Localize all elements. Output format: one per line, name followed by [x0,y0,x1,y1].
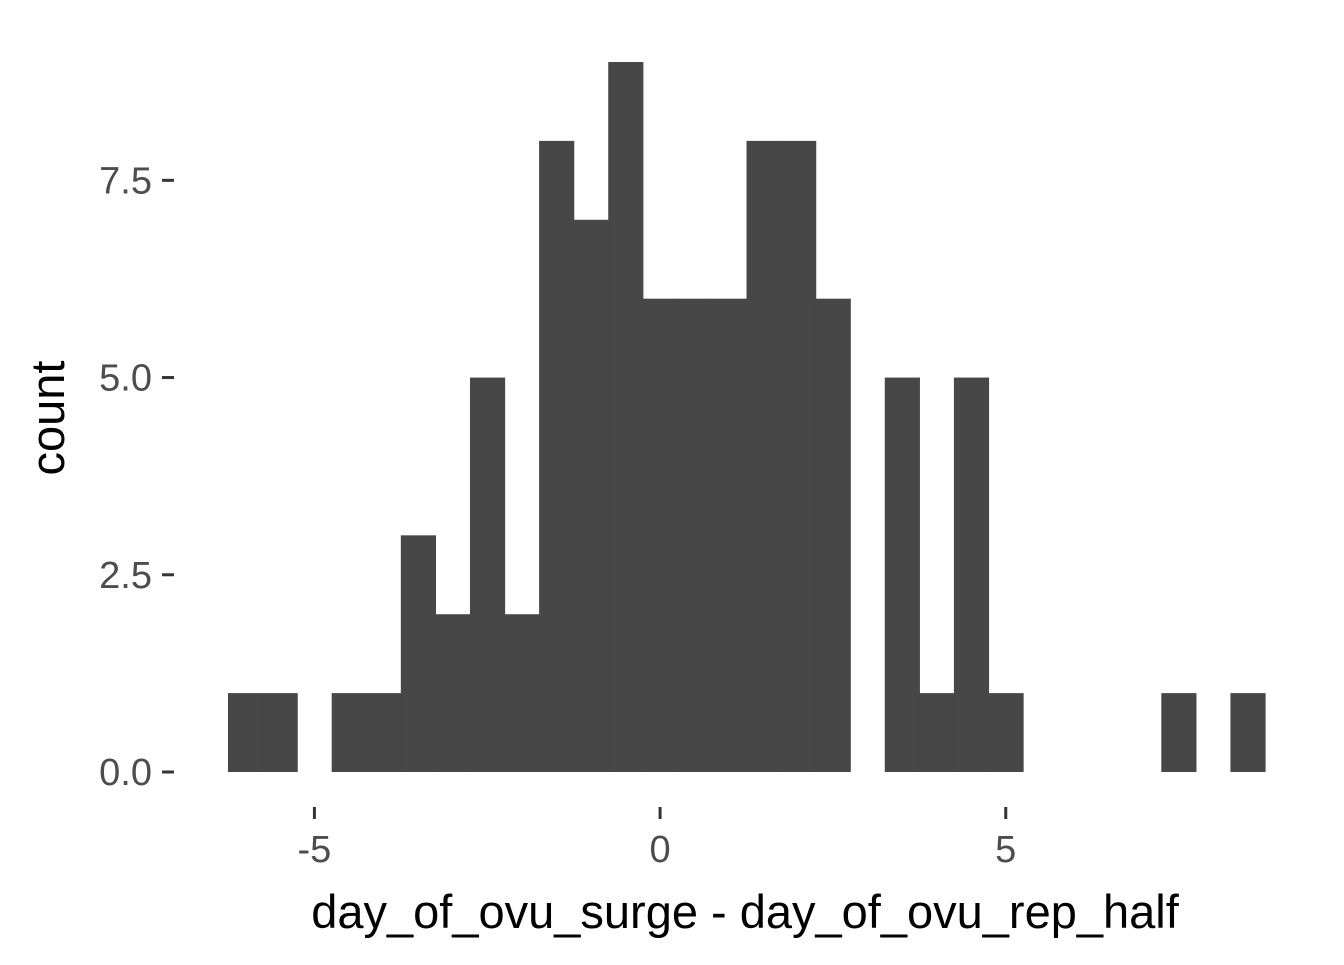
histogram-bar [884,377,920,772]
x-tick-label: 5 [995,829,1016,871]
histogram-bar [815,298,851,772]
y-axis: 0.0 2.5 5.0 7.5 [99,160,174,794]
x-axis: -5 0 5 [298,807,1016,871]
histogram-bar [677,298,713,772]
histogram-bar [1161,693,1197,772]
histogram-bar [262,693,298,772]
y-tick-label: 7.5 [99,160,152,202]
histogram-bar [919,693,955,772]
histogram-bar [469,377,506,772]
histogram-bar [400,535,436,772]
histogram-bar [746,140,782,772]
y-tick-label: 5.0 [99,358,152,400]
histogram-bar [331,693,367,772]
x-tick-label: 0 [650,829,671,871]
y-tick-label: 2.5 [99,555,152,597]
bars-layer [228,62,1266,772]
histogram-bar [366,693,402,772]
x-axis-title: day_of_ovu_surge - day_of_ovu_rep_half [311,885,1179,938]
y-tick-label: 0.0 [99,752,152,794]
histogram-bar [781,140,817,772]
y-axis-title: count [21,361,74,476]
histogram-bar [435,614,471,772]
histogram-bar [711,298,748,772]
histogram-bar [988,693,1024,772]
histogram-bar [608,62,644,772]
histogram-bar [539,140,575,772]
histogram-bar [504,614,540,772]
histogram-bar [573,219,609,772]
histogram-bar [953,377,990,772]
histogram-bar [228,693,264,772]
histogram-bar [642,298,678,772]
histogram-bar [1230,693,1266,772]
x-tick-label: -5 [298,829,332,871]
